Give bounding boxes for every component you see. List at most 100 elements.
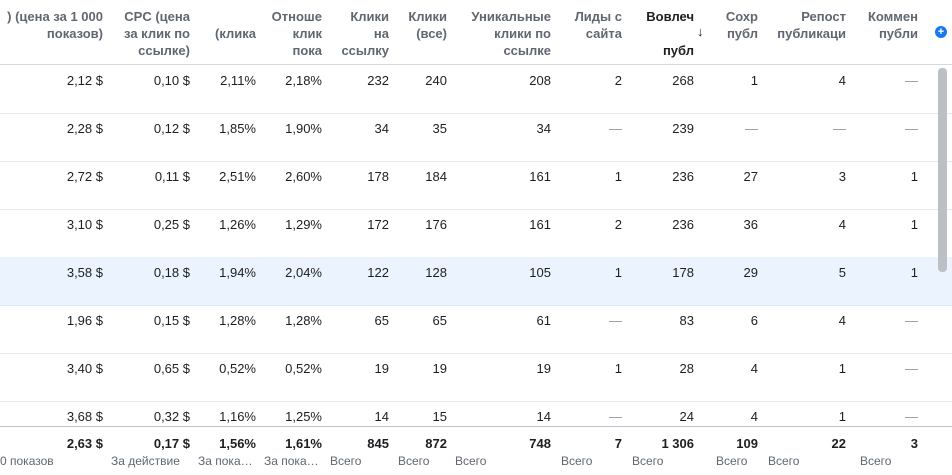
cell-ctr-link: 2,60% (285, 169, 322, 184)
cell-post-saves: 6 (750, 313, 758, 328)
total-cpm: 2,63 $ (66, 436, 103, 451)
column-header-cpm[interactable]: ) (цена за 1 000 показов) (0, 8, 103, 58)
cell-post-shares: 4 (838, 217, 846, 232)
column-header-post-shares[interactable]: Репост публикаци (766, 8, 846, 58)
column-header-line: ссылке) (138, 43, 190, 58)
cell-post-comments: — (905, 121, 918, 136)
column-header-website-leads[interactable]: Лиды с сайта (560, 8, 622, 58)
cell-website-leads: — (609, 121, 622, 136)
column-header-post-saves[interactable]: Сохр публ (708, 8, 758, 58)
cell-cpm: 1,96 $ (66, 313, 103, 328)
cell-unique-link-clicks: 208 (529, 73, 551, 88)
vertical-scrollbar[interactable] (938, 68, 947, 272)
cell-ctr-link: 2,04% (285, 265, 322, 280)
cell-clicks-all: 176 (425, 217, 447, 232)
cell-ctr-all: 2,51% (219, 169, 256, 184)
column-header-line: Клики (408, 9, 447, 24)
column-header-line: (клика (215, 26, 256, 41)
table-row[interactable]: 3,10 $ 0,25 $ 1,26% 1,29% 172 176 161 2 236 36 4 1 (0, 209, 952, 258)
cell-post-comments: 1 (910, 217, 918, 232)
table-row[interactable]: 3,40 $ 0,65 $ 0,52% 0,52% 19 19 19 1 28 4 1 — (0, 353, 952, 402)
cell-clicks-all: 128 (425, 265, 447, 280)
table-row[interactable]: 1,96 $ 0,15 $ 1,28% 1,28% 65 65 61 — 83 6 4 — (0, 305, 952, 354)
add-column-icon[interactable]: + (935, 26, 947, 38)
cell-post-engagement: 28 (679, 361, 694, 376)
cell-post-shares: 3 (838, 169, 846, 184)
cell-ctr-link: 1,29% (285, 217, 322, 232)
cell-ctr-all: 1,94% (219, 265, 256, 280)
cell-link-clicks: 65 (374, 313, 389, 328)
total-ctr-link: 1,61% (285, 436, 322, 451)
cell-clicks-all: 240 (425, 73, 447, 88)
cell-post-engagement: 178 (672, 265, 694, 280)
total-caption-ctr-all: За пока… (198, 454, 253, 468)
cell-post-shares: 4 (838, 73, 846, 88)
column-header-post-comments[interactable]: Коммен публи (856, 8, 918, 58)
total-link-clicks: 845 (367, 436, 389, 451)
cell-post-shares: 5 (838, 265, 846, 280)
column-header-line: за клик по (124, 26, 190, 41)
column-header-line: клик (292, 26, 322, 41)
table-row[interactable]: 3,58 $ 0,18 $ 1,94% 2,04% 122 128 105 1 178 29 5 1 (0, 257, 952, 306)
column-header-line: Сохр (725, 9, 758, 24)
cell-post-saves: 36 (743, 217, 758, 232)
table-row[interactable]: 2,12 $ 0,10 $ 2,11% 2,18% 232 240 208 2 268 1 4 — (0, 65, 952, 114)
column-header-link-clicks[interactable]: Клики на ссылку (329, 8, 389, 58)
cell-post-engagement: 268 (672, 73, 694, 88)
table-row[interactable]: 2,28 $ 0,12 $ 1,85% 1,90% 34 35 34 — 239 — — — (0, 113, 952, 162)
cell-post-comments: 1 (910, 265, 918, 280)
column-header-cpc-link[interactable]: CPC (цена за клик по ссылке) (110, 8, 190, 58)
cell-clicks-all: 184 (425, 169, 447, 184)
column-header-line: ссылке (503, 43, 551, 58)
cell-post-saves: — (745, 121, 758, 136)
cell-ctr-link: 1,90% (285, 121, 322, 136)
cell-post-saves: 29 (743, 265, 758, 280)
column-header-clicks-all[interactable]: Клики (все) (397, 8, 447, 58)
column-header-ctr-link[interactable]: Отноше клик пока (262, 8, 322, 58)
total-post-engagement: 1 306 (661, 436, 694, 451)
column-header-ctr-all[interactable]: (клика (196, 8, 256, 58)
cell-link-clicks: 172 (367, 217, 389, 232)
cell-cpc-link: 0,12 $ (153, 121, 190, 136)
cell-post-shares: — (833, 121, 846, 136)
column-header-line: Лиды с (574, 9, 622, 24)
cell-clicks-all: 35 (432, 121, 447, 136)
column-header-line: Коммен (867, 9, 918, 24)
cell-link-clicks: 232 (367, 73, 389, 88)
cell-cpm: 3,58 $ (66, 265, 103, 280)
column-header-unique-link-clicks[interactable]: Уникальные клики по ссылке (456, 8, 551, 58)
cell-ctr-all: 1,28% (219, 313, 256, 328)
cell-unique-link-clicks: 14 (536, 409, 551, 424)
cell-link-clicks: 14 (374, 409, 389, 424)
cell-post-comments: — (905, 313, 918, 328)
cell-link-clicks: 34 (374, 121, 389, 136)
cell-post-engagement: 236 (672, 217, 694, 232)
total-cpc-link: 0,17 $ (153, 436, 190, 451)
cell-ctr-link: 2,18% (285, 73, 322, 88)
cell-post-comments: — (905, 361, 918, 376)
total-caption-ctr-link: За пока… (264, 454, 319, 468)
cell-post-engagement: 236 (672, 169, 694, 184)
column-header-post-engagement[interactable]: Вовлеч публ (632, 8, 694, 58)
cell-post-saves: 27 (743, 169, 758, 184)
cell-post-shares: 1 (838, 409, 846, 424)
total-unique-link-clicks: 748 (529, 436, 551, 451)
table-row[interactable]: 2,72 $ 0,11 $ 2,51% 2,60% 178 184 161 1 236 27 3 1 (0, 161, 952, 210)
column-header-line: Уникальные (471, 9, 551, 24)
sort-descending-icon[interactable]: ↓ (697, 24, 704, 39)
cell-website-leads: 1 (614, 361, 622, 376)
column-header-line: показов) (46, 26, 103, 41)
cell-cpc-link: 0,15 $ (153, 313, 190, 328)
column-header-line: клики по (494, 26, 551, 41)
cell-cpc-link: 0,65 $ (153, 361, 190, 376)
cell-unique-link-clicks: 34 (536, 121, 551, 136)
cell-unique-link-clicks: 19 (536, 361, 551, 376)
cell-post-saves: 4 (750, 361, 758, 376)
cell-cpc-link: 0,25 $ (153, 217, 190, 232)
cell-clicks-all: 65 (432, 313, 447, 328)
cell-ctr-link: 1,28% (285, 313, 322, 328)
cell-cpm: 3,40 $ (66, 361, 103, 376)
column-header-line: CPC (цена (124, 9, 190, 24)
cell-post-saves: 1 (750, 73, 758, 88)
cell-cpm: 2,12 $ (66, 73, 103, 88)
